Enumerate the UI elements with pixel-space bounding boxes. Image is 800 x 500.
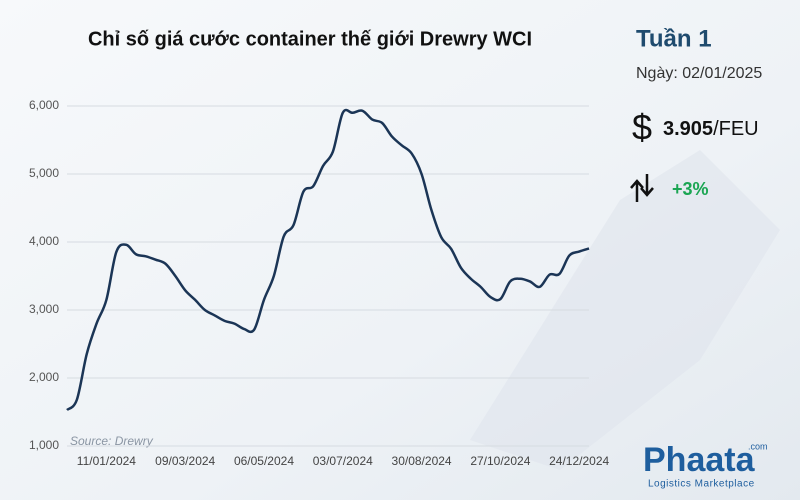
y-tick-label: 6,000 (29, 98, 59, 112)
change-icon (630, 174, 654, 202)
ship-image (470, 150, 780, 470)
plot: 1,000 2,000 3,000 4,000 5,000 6,000 11/01/2024… (29, 98, 610, 468)
x-tick-label: 03/07/2024 (313, 454, 373, 468)
y-tick-label: 4,000 (29, 234, 59, 248)
data-line (66, 108, 590, 411)
week-label: Tuần 1 (636, 25, 712, 52)
brand-tagline: Logistics Marketplace (648, 479, 755, 490)
brand-domain: .com (748, 441, 768, 451)
date-label: Ngày: 02/01/2025 (636, 65, 762, 82)
x-tick-label: 11/01/2024 (77, 454, 136, 468)
y-tick-label: 3,000 (29, 302, 59, 316)
dollar-icon: $ (632, 107, 652, 148)
price-unit: /FEU (713, 118, 759, 140)
y-tick-label: 5,000 (29, 166, 59, 180)
source-note: Source: Drewry (70, 434, 154, 448)
price: 3.905/FEU (663, 118, 759, 140)
price-value: 3.905 (663, 118, 713, 140)
y-tick-label: 1,000 (29, 438, 59, 452)
chart-title: Chỉ số giá cước container thế giới Drewr… (88, 28, 532, 50)
x-tick-label: 06/05/2024 (234, 454, 294, 468)
x-tick-label: 24/12/2024 (549, 454, 609, 468)
x-tick-label: 30/08/2024 (392, 454, 452, 468)
x-tick-label: 27/10/2024 (470, 454, 530, 468)
x-tick-label: 09/03/2024 (155, 454, 215, 468)
brand-name: Phaata (643, 441, 756, 479)
change-value: +3% (672, 179, 709, 199)
y-tick-label: 2,000 (29, 370, 59, 384)
